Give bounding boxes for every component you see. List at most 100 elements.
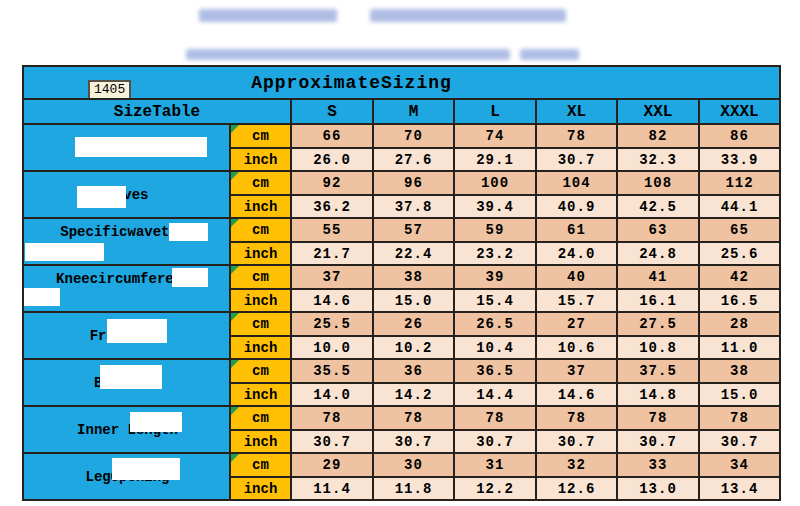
value-frontrise-inch-s: 10.0 xyxy=(291,336,373,359)
size-header-xl: XL xyxy=(536,99,617,124)
row-frontrise-cm: FrontRisecm25.52626.52727.528 xyxy=(23,312,780,336)
value-inner-length-cm-xl: 78 xyxy=(536,406,617,430)
value-legopening-inch-xl: 12.6 xyxy=(536,477,617,500)
value-specificwavetips-inch-l: 23.2 xyxy=(454,242,536,265)
green-corner-marker-icon xyxy=(231,454,239,462)
value-waist-cm-s: 66 xyxy=(291,124,373,148)
value-kneecircumference-cm-xl: 40 xyxy=(536,265,617,289)
value-frontrise-inch-xxl: 10.8 xyxy=(617,336,699,359)
value-specificwavetips-inch-xl: 24.0 xyxy=(536,242,617,265)
unit-cell-cm: cm xyxy=(230,312,291,336)
value-specificwavetips-cm-s: 55 xyxy=(291,218,373,242)
value-waist-cm-xxxl: 86 xyxy=(699,124,780,148)
redaction-box xyxy=(75,137,207,157)
row-kneecircumference-cm: Kneecircumferencecm373839404142 xyxy=(23,265,780,289)
value-specificwavetips-cm-m: 57 xyxy=(373,218,454,242)
value-backrise-inch-l: 14.4 xyxy=(454,383,536,406)
value-waves-cm-l: 100 xyxy=(454,171,536,195)
green-corner-marker-icon xyxy=(231,172,239,180)
green-corner-marker-icon xyxy=(231,266,239,274)
row-label-kneecircumference: Kneecircumference xyxy=(23,265,230,312)
unit-cell-inch: inch xyxy=(230,383,291,406)
value-specificwavetips-inch-xxl: 24.8 xyxy=(617,242,699,265)
value-frontrise-cm-l: 26.5 xyxy=(454,312,536,336)
style-number-tag: 1405 xyxy=(88,80,131,99)
unit-cell-inch: inch xyxy=(230,289,291,312)
value-waves-inch-m: 37.8 xyxy=(373,195,454,218)
value-specificwavetips-cm-xxxl: 65 xyxy=(699,218,780,242)
value-specificwavetips-inch-s: 21.7 xyxy=(291,242,373,265)
value-backrise-cm-xxl: 37.5 xyxy=(617,359,699,383)
unit-cell-inch: inch xyxy=(230,195,291,218)
size-header-s: S xyxy=(291,99,373,124)
value-legopening-cm-xxxl: 34 xyxy=(699,453,780,477)
value-backrise-inch-xxl: 14.8 xyxy=(617,383,699,406)
value-waves-inch-l: 39.4 xyxy=(454,195,536,218)
value-legopening-inch-l: 12.2 xyxy=(454,477,536,500)
value-specificwavetips-inch-m: 22.4 xyxy=(373,242,454,265)
value-backrise-cm-m: 36 xyxy=(373,359,454,383)
size-header-m: M xyxy=(373,99,454,124)
value-specificwavetips-cm-l: 59 xyxy=(454,218,536,242)
green-corner-marker-icon xyxy=(231,219,239,227)
value-waves-inch-xxxl: 44.1 xyxy=(699,195,780,218)
green-corner-marker-icon xyxy=(231,125,239,133)
value-inner-length-inch-l: 30.7 xyxy=(454,430,536,453)
size-table-body: 1405 ApproximateSizing SizeTable S M L X… xyxy=(23,66,780,500)
unit-cell-inch: inch xyxy=(230,477,291,500)
unit-cell-cm: cm xyxy=(230,265,291,289)
value-frontrise-inch-l: 10.4 xyxy=(454,336,536,359)
unit-cell-inch: inch xyxy=(230,430,291,453)
value-waist-inch-l: 29.1 xyxy=(454,148,536,171)
redaction-box xyxy=(130,412,182,432)
row-label-specificwavetips: Specificwavetips xyxy=(23,218,230,265)
redaction-box xyxy=(24,288,60,306)
value-legopening-inch-xxxl: 13.4 xyxy=(699,477,780,500)
row-label-waist: Waist xyxy=(23,124,230,171)
value-frontrise-cm-xl: 27 xyxy=(536,312,617,336)
value-legopening-inch-m: 11.8 xyxy=(373,477,454,500)
value-frontrise-cm-xxxl: 28 xyxy=(699,312,780,336)
redaction-box xyxy=(100,365,162,389)
value-waist-cm-xxl: 82 xyxy=(617,124,699,148)
value-inner-length-inch-m: 30.7 xyxy=(373,430,454,453)
value-waist-inch-m: 27.6 xyxy=(373,148,454,171)
value-frontrise-cm-xxl: 27.5 xyxy=(617,312,699,336)
value-frontrise-cm-m: 26 xyxy=(373,312,454,336)
unit-cell-cm: cm xyxy=(230,218,291,242)
unit-cell-cm: cm xyxy=(230,453,291,477)
row-label-inner-length: Inner Length xyxy=(23,406,230,453)
unit-cell-inch: inch xyxy=(230,242,291,265)
title-row: 1405 ApproximateSizing xyxy=(23,66,780,99)
corner-header-sizetable: SizeTable xyxy=(23,99,291,124)
redaction-box xyxy=(107,319,167,343)
redaction-box xyxy=(169,223,208,241)
value-specificwavetips-inch-xxxl: 25.6 xyxy=(699,242,780,265)
value-specificwavetips-cm-xl: 61 xyxy=(536,218,617,242)
size-header-xxxl: XXXL xyxy=(699,99,780,124)
value-inner-length-cm-xxxl: 78 xyxy=(699,406,780,430)
value-legopening-inch-xxl: 13.0 xyxy=(617,477,699,500)
value-inner-length-inch-xxl: 30.7 xyxy=(617,430,699,453)
redaction-box xyxy=(77,186,126,208)
value-backrise-inch-s: 14.0 xyxy=(291,383,373,406)
value-waves-inch-xl: 40.9 xyxy=(536,195,617,218)
value-specificwavetips-cm-xxl: 63 xyxy=(617,218,699,242)
size-header-l: L xyxy=(454,99,536,124)
value-waves-cm-m: 96 xyxy=(373,171,454,195)
value-backrise-cm-l: 36.5 xyxy=(454,359,536,383)
value-frontrise-inch-xxxl: 11.0 xyxy=(699,336,780,359)
title-cell: 1405 ApproximateSizing xyxy=(23,66,780,99)
value-waves-inch-s: 36.2 xyxy=(291,195,373,218)
value-kneecircumference-inch-xxl: 16.1 xyxy=(617,289,699,312)
value-waist-cm-xl: 78 xyxy=(536,124,617,148)
value-backrise-cm-s: 35.5 xyxy=(291,359,373,383)
blurred-text-line2-right xyxy=(520,49,579,60)
value-inner-length-cm-l: 78 xyxy=(454,406,536,430)
value-backrise-inch-xl: 14.6 xyxy=(536,383,617,406)
value-waist-cm-l: 74 xyxy=(454,124,536,148)
row-legopening-cm: LegOpeningcm293031323334 xyxy=(23,453,780,477)
value-frontrise-inch-xl: 10.6 xyxy=(536,336,617,359)
value-waves-cm-xl: 104 xyxy=(536,171,617,195)
value-waves-cm-s: 92 xyxy=(291,171,373,195)
